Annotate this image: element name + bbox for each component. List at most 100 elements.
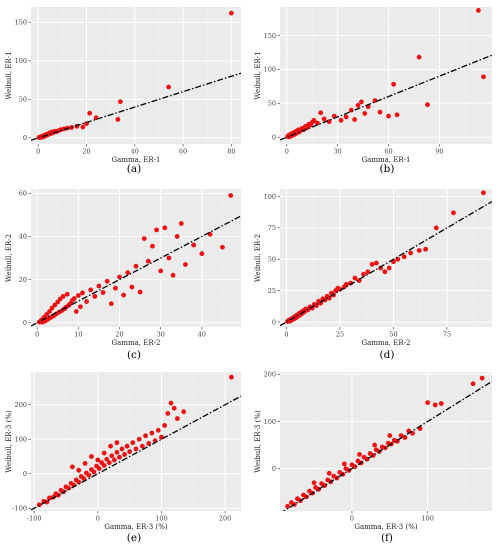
data-point — [425, 102, 430, 108]
data-point — [166, 84, 171, 90]
data-point — [47, 495, 52, 501]
data-point — [229, 374, 234, 380]
data-point — [146, 440, 152, 446]
y-tick-label: 200 — [264, 371, 276, 379]
y-axis-title: Weibull, ER-1 — [5, 51, 13, 99]
data-point — [387, 433, 393, 439]
data-point — [80, 290, 85, 296]
data-point — [402, 435, 408, 440]
data-point — [166, 255, 172, 261]
chart-panel-d: 0 25 50 75 0 25 50 75 100 Gamma, ER-2 Weibull, ER-… — [254, 189, 492, 361]
data-point — [228, 10, 234, 16]
panel-label: (e) — [127, 532, 141, 544]
data-point — [119, 446, 125, 452]
y-tick-label: 50 — [268, 100, 276, 108]
data-point — [481, 190, 486, 196]
y-tick-label: 100 — [15, 436, 27, 444]
data-point — [91, 469, 97, 475]
data-point — [391, 81, 397, 87]
data-point — [137, 289, 143, 295]
data-point — [416, 248, 422, 253]
data-point — [377, 109, 383, 115]
data-point — [398, 433, 404, 439]
y-tick-label: 0 — [23, 134, 27, 142]
x-axis-title: Gamma, ER-2 — [362, 339, 411, 347]
x-axis-title: Gamma, ER-2 — [112, 339, 161, 347]
y-tick-label: 100 — [264, 418, 276, 426]
data-point — [60, 293, 66, 299]
x-tick-label: 0 — [36, 148, 40, 156]
data-point — [117, 274, 122, 280]
data-point — [386, 113, 391, 119]
data-point — [228, 193, 234, 198]
x-tick-label: 100 — [421, 515, 433, 523]
data-point — [104, 278, 110, 284]
y-tick-label: 0 — [23, 470, 27, 478]
data-point — [117, 99, 123, 105]
x-tick-label: 0 — [284, 331, 288, 339]
data-point — [470, 381, 476, 387]
panel-label: (a) — [127, 163, 141, 175]
data-point — [88, 287, 94, 293]
x-tick-label: 10 — [74, 331, 82, 339]
panel-label: (c) — [127, 349, 141, 361]
data-point — [108, 301, 114, 307]
data-point — [359, 99, 364, 105]
data-point — [416, 54, 422, 60]
x-tick-label: 20 — [82, 148, 90, 156]
data-point — [76, 467, 82, 473]
data-point — [199, 251, 205, 257]
y-tick-label: 75 — [268, 224, 276, 232]
y-axis-title: Weibull, ER-3 (%) — [5, 410, 13, 473]
fit-line — [31, 395, 241, 511]
data-point — [386, 265, 392, 271]
data-point — [311, 480, 317, 486]
x-tick-label: -100 — [27, 515, 42, 523]
fit-line — [282, 380, 492, 511]
data-point — [133, 263, 139, 269]
data-point — [130, 440, 136, 446]
data-point — [61, 126, 66, 132]
data-point — [121, 292, 127, 298]
data-point — [183, 262, 188, 267]
chart-panel-b: 0 30 60 90 0 50 100 150 Gamma, ER-1 Weibull, ER-1… — [254, 7, 492, 175]
x-tick-label: 40 — [131, 148, 139, 156]
data-point — [155, 427, 161, 433]
x-tick-label: 90 — [435, 148, 443, 156]
panel-label: (b) — [380, 163, 395, 175]
y-tick-label: 100 — [15, 57, 27, 65]
data-point — [71, 296, 77, 301]
data-point — [80, 124, 86, 130]
y-tick-label: 60 — [19, 190, 27, 198]
y-tick-label: 0 — [272, 465, 276, 473]
fit-line — [31, 215, 241, 327]
data-point — [101, 450, 107, 456]
data-point — [76, 479, 82, 485]
data-point — [127, 449, 133, 455]
data-point — [87, 110, 93, 116]
y-tick-label: 25 — [268, 287, 276, 295]
data-point — [191, 242, 197, 248]
chart-panel-e: -100 0 100 200 -100 0 100 200 Gamma, ER-3 (%) Wei… — [5, 372, 241, 544]
y-axis-title: Weibull, ER-2 — [254, 234, 262, 282]
data-point — [432, 402, 438, 408]
x-tick-label: 50 — [389, 331, 397, 339]
data-point — [109, 453, 115, 459]
data-point — [122, 452, 127, 457]
x-tick-label: 200 — [219, 515, 231, 523]
y-tick-label: 40 — [19, 233, 27, 241]
data-point — [326, 295, 332, 301]
data-point — [481, 74, 486, 80]
y-tick-label: 50 — [19, 96, 27, 104]
data-point — [44, 312, 50, 317]
chart-panel-c: 0 10 20 30 40 0 20 40 60 Gamma, ER-2 Weibull, ER-2… — [5, 189, 241, 361]
panel-label: (d) — [380, 349, 395, 361]
data-point — [106, 460, 112, 466]
x-axis-title: Gamma, ER-3 (%) — [354, 523, 417, 531]
data-point — [145, 258, 151, 264]
data-point — [117, 454, 122, 460]
data-point — [369, 261, 375, 267]
y-tick-label: 200 — [15, 401, 27, 409]
x-tick-label: 40 — [198, 331, 206, 339]
data-point — [52, 302, 58, 308]
